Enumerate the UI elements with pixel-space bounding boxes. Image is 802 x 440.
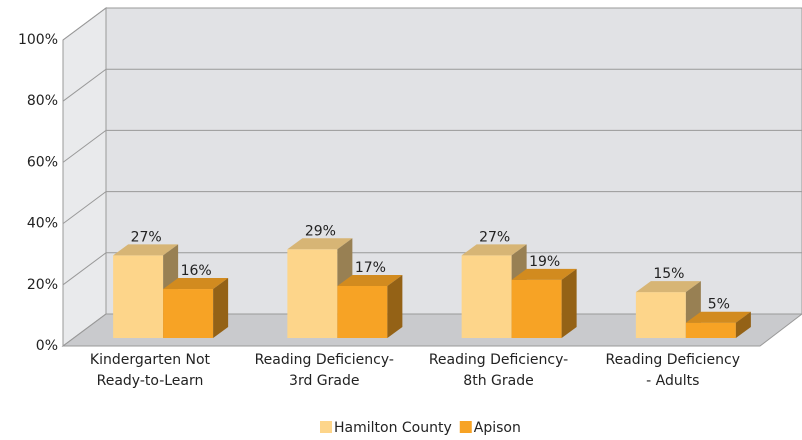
bar-top <box>461 244 527 256</box>
grid-line <box>62 252 802 286</box>
grid-line <box>62 68 802 102</box>
bar-top <box>337 274 403 286</box>
bar <box>635 292 686 338</box>
bar-top <box>113 244 179 256</box>
bar <box>511 279 562 338</box>
x-tick-label: Reading Deficiency- 3rd Grade <box>254 352 394 389</box>
y-tick-label: 60% <box>27 154 58 170</box>
side-wall <box>62 7 107 347</box>
bar-top <box>635 281 701 293</box>
bar-top <box>287 238 353 250</box>
bar-side <box>561 268 577 338</box>
data-label: 19% <box>529 254 560 270</box>
bar-side <box>387 274 403 338</box>
bar-top <box>685 311 751 323</box>
bar <box>685 322 736 338</box>
data-label: 16% <box>181 263 212 279</box>
bar <box>337 285 388 338</box>
bar <box>461 255 512 338</box>
bar-side <box>213 278 229 338</box>
data-label: 5% <box>708 297 730 313</box>
grid-line <box>62 191 802 225</box>
legend-swatch <box>320 421 332 433</box>
bar <box>163 289 214 338</box>
legend-label: Apison <box>474 420 521 436</box>
data-label: 27% <box>479 229 510 245</box>
grid-line <box>62 7 802 41</box>
data-label: 17% <box>355 260 386 276</box>
bar-top <box>163 278 229 290</box>
data-label: 15% <box>653 266 684 282</box>
data-label: 29% <box>305 223 336 239</box>
y-tick-label: 20% <box>27 277 58 293</box>
y-tick-label: 0% <box>36 338 58 354</box>
legend-swatch <box>459 421 472 433</box>
x-tick-label: Reading Deficiency - Adults <box>605 352 741 389</box>
y-tick-label: 100% <box>18 32 58 48</box>
legend-label: Hamilton County <box>334 420 452 436</box>
bar <box>287 249 338 338</box>
grid-line <box>62 129 802 163</box>
y-tick-label: 40% <box>27 216 58 232</box>
bar-top <box>511 268 577 280</box>
x-tick-label: Kindergarten Not Ready-to-Learn <box>89 352 211 389</box>
x-tick-label: Reading Deficiency- 8th Grade <box>428 352 569 389</box>
y-tick-label: 80% <box>27 93 58 109</box>
data-label: 27% <box>131 229 162 245</box>
bar <box>113 255 164 338</box>
bar-side <box>735 311 751 338</box>
